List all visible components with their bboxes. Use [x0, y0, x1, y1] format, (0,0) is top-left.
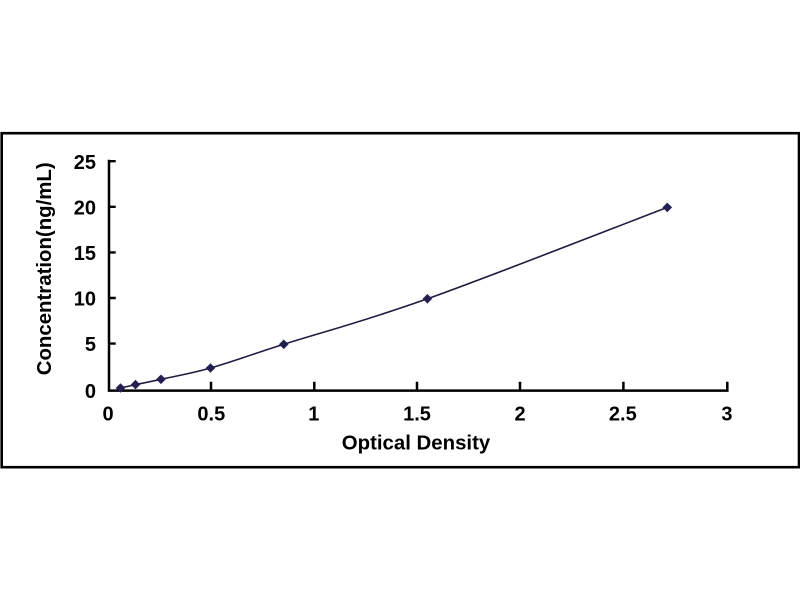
svg-text:0: 0	[85, 381, 96, 403]
svg-text:2.5: 2.5	[609, 404, 637, 426]
svg-text:Optical Density: Optical Density	[342, 432, 491, 454]
svg-text:Concentration(ng/mL): Concentration(ng/mL)	[34, 162, 56, 375]
svg-text:2: 2	[514, 404, 525, 426]
svg-text:0: 0	[102, 404, 113, 426]
svg-text:20: 20	[74, 197, 96, 219]
svg-text:25: 25	[74, 152, 96, 174]
svg-text:5: 5	[85, 334, 96, 356]
svg-text:10: 10	[74, 289, 96, 311]
svg-text:3: 3	[721, 404, 732, 426]
svg-text:15: 15	[74, 243, 96, 265]
svg-text:0.5: 0.5	[197, 404, 225, 426]
svg-text:1: 1	[308, 404, 319, 426]
svg-text:1.5: 1.5	[403, 404, 431, 426]
